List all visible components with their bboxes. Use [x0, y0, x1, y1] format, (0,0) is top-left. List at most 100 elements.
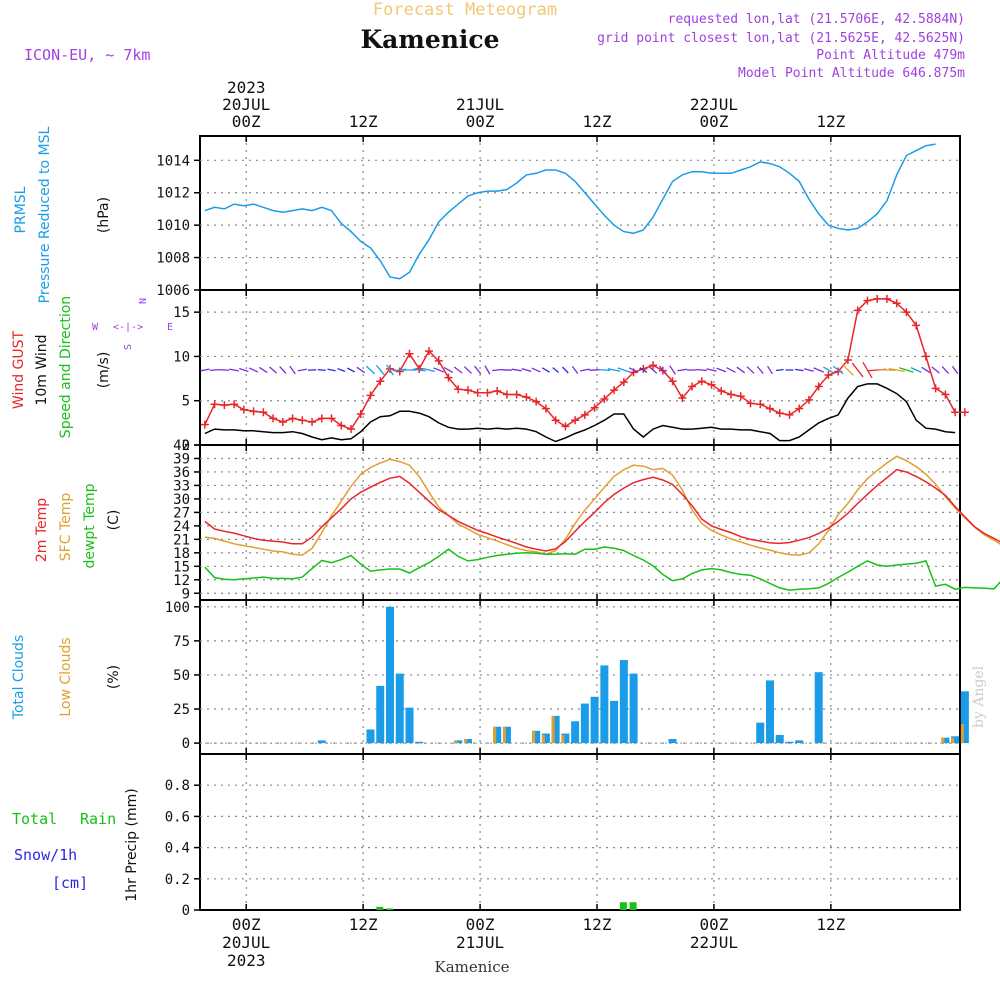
wind-direction-arrow: [229, 368, 239, 372]
compass-s: S: [123, 344, 134, 350]
label-wind: Wind GUST 10m Wind Speed and Direction (…: [11, 296, 112, 438]
low-cloud-bar: [493, 726, 497, 744]
total-cloud-bar: [960, 691, 969, 744]
gust-marker: [298, 416, 307, 425]
gust-marker: [308, 417, 317, 426]
low-cloud-bar: [551, 715, 555, 744]
gust-line: [204, 298, 965, 431]
credit-watermark: by Angel: [971, 665, 987, 728]
y-tick-label: 75: [173, 634, 190, 650]
gust-marker: [649, 361, 658, 370]
wind-direction-arrow: [327, 368, 336, 372]
low-cloud-bar: [454, 740, 458, 744]
label-pressure: PRMSL Pressure Reduced to MSL (hPa): [13, 126, 112, 303]
total-cloud-bar: [502, 726, 511, 744]
total-cloud-bar: [668, 739, 677, 744]
total-cloud-bar: [317, 740, 326, 744]
gust-marker: [210, 400, 219, 409]
total-cloud-bar: [551, 715, 560, 744]
wind-direction-arrow: [851, 362, 864, 378]
total-cloud-bar: [415, 741, 424, 744]
wind-direction-arrow: [658, 365, 667, 375]
y-tick-label: 9: [182, 586, 190, 602]
gust-marker: [502, 390, 511, 399]
label-rain: Rain: [80, 810, 116, 828]
closest-coords: grid point closest lon,lat (21.5625E, 42…: [597, 31, 965, 46]
wind-direction-arrow: [531, 367, 541, 373]
label-clouds: Total Clouds Low Clouds (%): [11, 635, 122, 720]
wind-direction-arrow: [726, 367, 736, 373]
gust-marker: [522, 393, 531, 402]
time-label-top: 12Z: [349, 112, 378, 131]
gust-marker: [678, 394, 687, 403]
wind-direction-arrow: [696, 368, 707, 372]
model-label: ICON-EU, ~ 7km: [24, 46, 150, 64]
label-ms: (m/s): [96, 352, 112, 389]
total-cloud-bar: [454, 740, 463, 744]
total-cloud-bar: [376, 685, 385, 744]
low-cloud-bar: [951, 737, 955, 744]
wind-direction-arrow: [941, 366, 950, 374]
gust-marker: [512, 390, 521, 399]
y-tick-label: 0.4: [165, 841, 190, 857]
wind-direction-arrow: [474, 365, 482, 375]
low-cloud-bar: [960, 724, 964, 744]
wind-direction-arrow: [716, 367, 727, 373]
time-label-top: 12Z: [583, 112, 612, 131]
time-label-bottom: 2023: [227, 951, 266, 970]
y-tick-label: 12: [173, 573, 190, 589]
wind-direction-arrow: [669, 365, 676, 375]
gust-marker: [775, 409, 784, 418]
wind-direction-arrow: [648, 366, 658, 374]
y-tick-label: 21: [173, 532, 190, 548]
label-percent: (%): [106, 665, 122, 689]
y-tick-label: 25: [173, 702, 190, 718]
y-tick-label: 10: [173, 349, 190, 365]
gust-marker: [892, 299, 901, 308]
gust-marker: [395, 367, 404, 376]
gust-marker: [580, 410, 589, 419]
time-label-top: 00Z: [232, 112, 261, 131]
time-label-bottom: 20JUL: [222, 933, 270, 952]
wind-direction-arrow: [767, 365, 773, 375]
label-low-clouds: Low Clouds: [58, 637, 74, 716]
gust-marker: [756, 400, 765, 409]
label-precip-mm: 1hr Precip (mm): [124, 788, 140, 901]
product-title: Forecast Meteogram: [373, 0, 557, 20]
wind-direction-arrow: [579, 368, 590, 372]
wind-direction-arrow: [511, 368, 522, 372]
wind-direction-arrow: [823, 366, 834, 374]
y-tick-label: 0: [182, 438, 190, 454]
low-cloud-bar: [532, 730, 536, 744]
wind-direction-arrow: [200, 368, 210, 372]
gust-marker: [590, 403, 599, 412]
gust-marker: [736, 392, 745, 401]
gust-marker: [921, 352, 930, 361]
wind-direction-arrow: [317, 368, 326, 372]
gust-marker: [269, 414, 278, 423]
wind-direction-arrow: [356, 366, 365, 374]
total-cloud-bar: [766, 680, 774, 744]
time-label-bottom: 22JUL: [690, 933, 738, 952]
gust-marker: [454, 385, 463, 394]
wind-direction-arrow: [259, 366, 268, 374]
rain-bar: [619, 902, 627, 910]
total-cloud-bar: [571, 721, 580, 744]
total-cloud-bar: [463, 739, 472, 744]
wind-direction-arrow: [297, 368, 307, 372]
panel-frame-4: [199, 599, 961, 755]
time-label-top: 12Z: [816, 112, 845, 131]
gust-marker: [463, 386, 472, 395]
wind-direction-arrow: [209, 369, 220, 371]
label-cm: [cm]: [52, 874, 88, 892]
gust-marker: [902, 308, 911, 317]
total-cloud-bar: [541, 733, 550, 744]
plot-area: 1006100810101012101405101591215182124273…: [156, 78, 1000, 970]
wind-direction-arrow: [910, 367, 922, 373]
wind-direction-arrow: [677, 368, 688, 372]
wind-direction-arrow: [453, 366, 463, 374]
compass-mid: <-|->: [113, 322, 143, 333]
wind-direction-arrow: [279, 366, 287, 374]
gust-marker: [200, 420, 209, 429]
wind-direction-arrow: [484, 365, 491, 375]
